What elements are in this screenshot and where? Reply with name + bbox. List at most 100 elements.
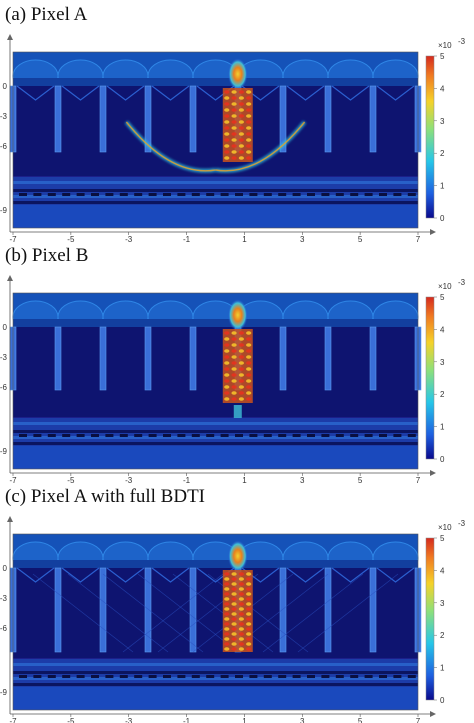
field-blob: [246, 373, 252, 377]
field-blob: [246, 144, 252, 148]
field-blob: [238, 379, 244, 383]
y-axis-arrow: [7, 516, 13, 522]
metal-segment: [134, 675, 143, 678]
metal-segment: [47, 193, 56, 196]
field-blob: [224, 637, 230, 641]
colorbar-tick-label: 5: [440, 52, 445, 61]
colorbar-tick-label: 4: [440, 566, 445, 575]
trench: [99, 326, 107, 391]
field-blob: [231, 156, 237, 160]
x-tick-label: 7: [416, 476, 421, 485]
metal-segment: [119, 434, 128, 437]
field-blob: [246, 367, 252, 371]
metal-segment: [407, 434, 416, 437]
metal-segment: [76, 675, 85, 678]
metal-segment: [249, 675, 258, 678]
metal-segment: [163, 434, 171, 437]
field-blob: [238, 592, 244, 596]
field-blob: [246, 132, 252, 136]
field-blob: [238, 607, 244, 611]
x-tick-label: 1: [242, 717, 247, 723]
field-blob: [224, 602, 230, 606]
trench: [279, 85, 287, 153]
colorbar: [425, 296, 435, 460]
metal-segment: [206, 193, 215, 196]
metal-segment: [321, 193, 330, 196]
field-blob: [238, 126, 244, 130]
trench: [369, 326, 377, 391]
field-blob: [246, 597, 252, 601]
field-blob: [238, 637, 244, 641]
field-blob: [224, 331, 230, 335]
field-blob: [224, 587, 230, 591]
field-blob: [246, 642, 252, 646]
colorbar-tick-label: 5: [440, 534, 445, 543]
metal-segment: [307, 434, 315, 437]
field-blob: [224, 592, 230, 596]
field-blob: [238, 355, 244, 359]
colorbar-tick-label: 1: [440, 423, 445, 432]
x-tick-label: -3: [125, 476, 133, 485]
metal-segment: [148, 675, 157, 678]
field-blob: [224, 582, 230, 586]
metal-segment: [278, 193, 287, 196]
field-blob: [238, 331, 244, 335]
metal-segment: [62, 193, 71, 196]
field-blob: [238, 577, 244, 581]
metal-layer: [13, 181, 418, 184]
x-tick-label: 3: [300, 235, 305, 244]
metal-segment: [91, 434, 99, 437]
notch-outline: [61, 567, 100, 583]
metal-layer: [13, 430, 418, 433]
field-blob: [238, 102, 244, 106]
metal-segment: [278, 434, 287, 437]
x-tick-label: -5: [67, 235, 75, 244]
plot-frame: [12, 51, 419, 229]
field-blob: [224, 572, 230, 576]
field-blob: [224, 150, 230, 154]
field-blob: [246, 647, 252, 651]
field-blob: [246, 379, 252, 383]
metal-segment: [393, 193, 402, 196]
y-tick-label: -9: [0, 447, 8, 456]
metal-layer: [13, 683, 418, 686]
substrate: [13, 205, 418, 228]
focus-spot: [227, 540, 248, 572]
field-blob: [238, 361, 244, 365]
scatter-line: [262, 573, 364, 653]
field-blob: [238, 349, 244, 353]
metal-segment: [177, 675, 186, 678]
field-blob: [231, 397, 237, 401]
lens-base: [13, 560, 418, 568]
field-blob: [231, 114, 237, 118]
field-blob: [238, 617, 244, 621]
field-blob: [238, 144, 244, 148]
trench: [54, 567, 62, 653]
panel-title: (c) Pixel A with full BDTI: [5, 486, 206, 507]
field-blob: [231, 602, 237, 606]
metal-segment: [263, 675, 272, 678]
metal-segment: [364, 434, 373, 437]
colorbar-exponent: ×10: [438, 41, 452, 50]
x-tick-label: -5: [67, 717, 75, 723]
y-tick-label: -6: [0, 624, 8, 633]
field-blob: [238, 138, 244, 142]
x-tick-label: -1: [183, 235, 191, 244]
field-plot-c: -7 -5 -3 -1 1 3 5 7 0 -3 -6 -9 ×10 -3 5 4 3 2 1 0: [0, 516, 466, 723]
trench: [324, 85, 332, 153]
field-blob: [246, 138, 252, 142]
field-blob: [231, 587, 237, 591]
colorbar-power: -3: [458, 519, 466, 528]
panel-c: (c) Pixel A with full BDTI -7 -5 -3 -1 1 3 5 7 0…: [0, 482, 474, 723]
x-tick-label: 3: [300, 717, 305, 723]
field-blob: [238, 642, 244, 646]
field-blob: [238, 90, 244, 94]
x-tick-label: 5: [358, 476, 363, 485]
metal-segment: [407, 675, 416, 678]
metal-segment: [119, 675, 128, 678]
field-blob: [231, 138, 237, 142]
x-tick-label: -5: [67, 476, 75, 485]
field-blob: [231, 592, 237, 596]
field-blob: [224, 373, 230, 377]
field-blob: [224, 102, 230, 106]
